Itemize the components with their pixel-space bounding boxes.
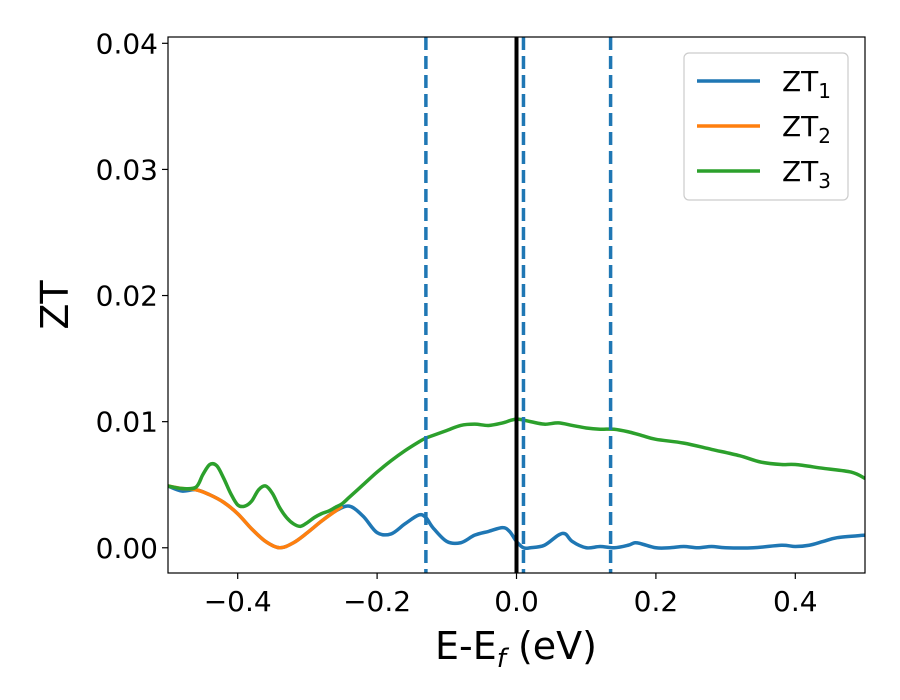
series-lines	[168, 417, 865, 551]
series-line-zt3	[168, 417, 865, 529]
y-axis-label: ZT	[33, 280, 77, 330]
legend-label-zt2: ZT2	[782, 110, 831, 148]
y-tick-label: 0.02	[96, 280, 158, 313]
x-tick-label: 0.4	[773, 585, 818, 618]
x-tick-label: −0.2	[343, 585, 411, 618]
x-tick-label: 0.2	[634, 585, 679, 618]
vertical-reference-lines	[424, 37, 613, 573]
legend: ZT1 ZT2 ZT3	[683, 52, 849, 201]
y-axis-ticks: 0.00 0.01 0.02 0.03 0.04	[96, 27, 168, 565]
y-tick-label: 0.04	[96, 27, 158, 60]
y-tick-label: 0.00	[96, 532, 158, 565]
x-tick-label: 0.0	[494, 585, 539, 618]
x-axis-label: E-Ef (eV)	[435, 624, 597, 674]
series-line-zt2	[168, 484, 344, 550]
legend-label-zt3: ZT3	[782, 155, 831, 193]
y-tick-label: 0.03	[96, 153, 158, 186]
x-axis-label-unit: (eV)	[506, 624, 597, 668]
y-tick-label: 0.01	[96, 406, 158, 439]
x-tick-label: −0.4	[204, 585, 272, 618]
legend-box	[683, 52, 849, 201]
x-axis-ticks: −0.4 −0.2 0.0 0.2 0.4	[204, 573, 818, 618]
legend-label-zt1: ZT1	[782, 65, 831, 103]
